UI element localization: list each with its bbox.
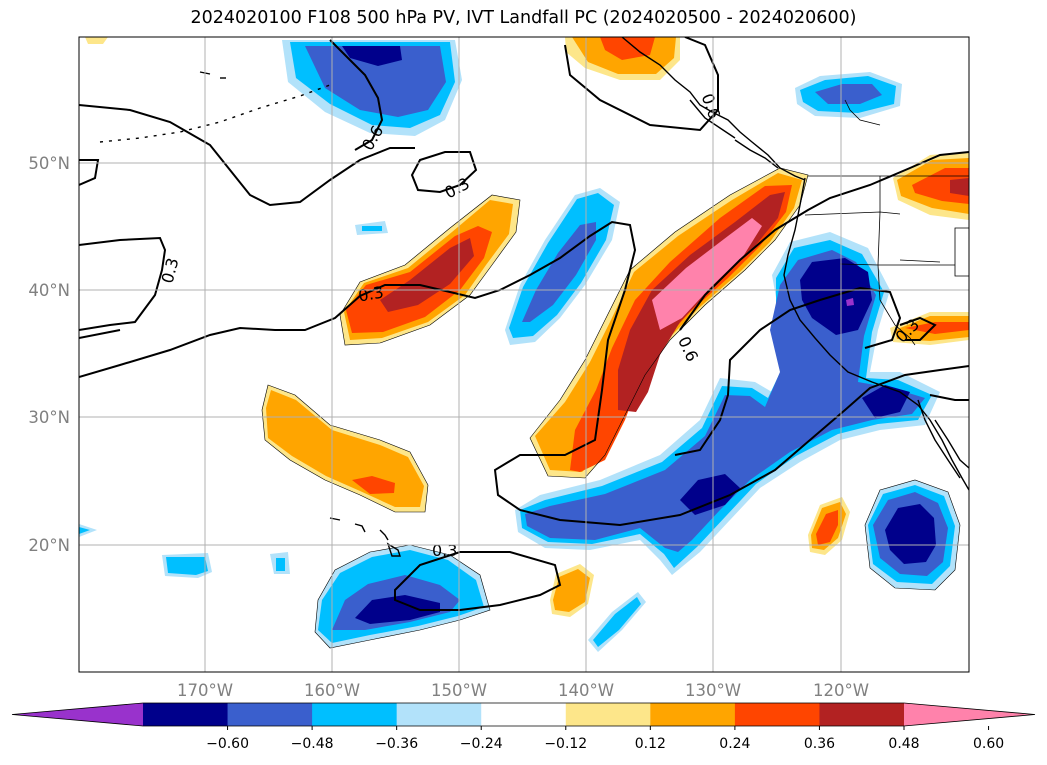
lat-label: 50°N: [28, 154, 70, 173]
shade-blob-tl-yellow: [85, 37, 108, 44]
shade-blob-bc-blue: [795, 72, 902, 118]
colorbar-outline: [11, 702, 1036, 727]
lon-label: 150°W: [431, 681, 487, 700]
shade-blob-alaska-orange: [565, 37, 680, 80]
lon-label: 160°W: [304, 681, 360, 700]
colorbar-segment: [650, 703, 736, 726]
lon-label: 170°W: [177, 681, 233, 700]
latitude-labels: 50°N 40°N 30°N 20°N: [28, 154, 70, 555]
shade-blob-tiny-blue: [270, 552, 290, 574]
longitude-labels: 170°W 160°W 150°W 140°W 130°W 120°W: [177, 681, 869, 700]
contour-label: 0.3: [357, 282, 385, 305]
map-frame: [78, 36, 970, 673]
map-panel: 0.6 0.3 0.3 0.3 0.6 0.3 0.3 0.6: [79, 37, 969, 672]
figure-title: 2024020100 F108 500 hPa PV, IVT Landfall…: [190, 8, 857, 28]
colorbar-tick-label: 0.24: [719, 736, 750, 752]
lat-label: 30°N: [28, 408, 70, 427]
colorbar-tick-label: −0.60: [206, 736, 249, 752]
colorbar-segment: [227, 703, 313, 726]
colorbar-tick-label: −0.24: [460, 736, 503, 752]
graticule: [79, 37, 969, 672]
shade-blob-small-blue-3: [588, 592, 646, 652]
political-borders: [804, 99, 969, 346]
lon-label: 130°W: [685, 681, 741, 700]
colorbar-segment: [312, 703, 398, 726]
contour-label: 0.3: [432, 541, 457, 560]
colorbar-tick-label: 0.36: [804, 736, 835, 752]
colorbar-extend-high: [904, 703, 1035, 726]
colorbar-segment: [396, 703, 482, 726]
lat-label: 20°N: [28, 536, 70, 555]
shade-blob-far-left: [79, 524, 97, 537]
colorbar-tick-label: 0.48: [888, 736, 919, 752]
colorbar-tick-label: −0.36: [375, 736, 418, 752]
shade-blob-hawaii-blue: [315, 545, 490, 648]
shade-blob-small-orange-2: [550, 564, 594, 617]
colorbar-tick-label: 0.12: [635, 736, 666, 752]
pv-contours: [79, 37, 969, 611]
colorbar-tick-label: −0.48: [291, 736, 334, 752]
colorbar-segment: [734, 703, 820, 726]
colorbar: −0.60 −0.48 −0.36 −0.24 −0.12 0.12 0.24 0.36 0.4…: [11, 702, 1036, 752]
lat-label: 40°N: [28, 281, 70, 300]
colorbar-segment: [481, 703, 567, 726]
shade-blob-sw-mexico-blue: [865, 480, 960, 590]
lon-label: 140°W: [558, 681, 614, 700]
colorbar-segment: [565, 703, 651, 726]
shade-blob-small-blue: [355, 221, 388, 235]
shade-blob-interior-orange: [893, 152, 969, 220]
colorbar-tick-label: 0.60: [973, 736, 1004, 752]
shade-blob-central-blue: [505, 188, 620, 345]
lon-label: 120°W: [813, 681, 869, 700]
colorbar-segment: [143, 703, 229, 726]
colorbar-extend-low: [12, 703, 143, 726]
colorbar-segment: [819, 703, 905, 726]
shade-blob-small-orange: [808, 497, 850, 555]
shade-blob-small-blue-2: [162, 553, 212, 578]
colorbar-tick-label: −0.12: [544, 736, 587, 752]
shading-layer: [79, 37, 969, 652]
shade-blob-west-orange: [340, 195, 520, 345]
